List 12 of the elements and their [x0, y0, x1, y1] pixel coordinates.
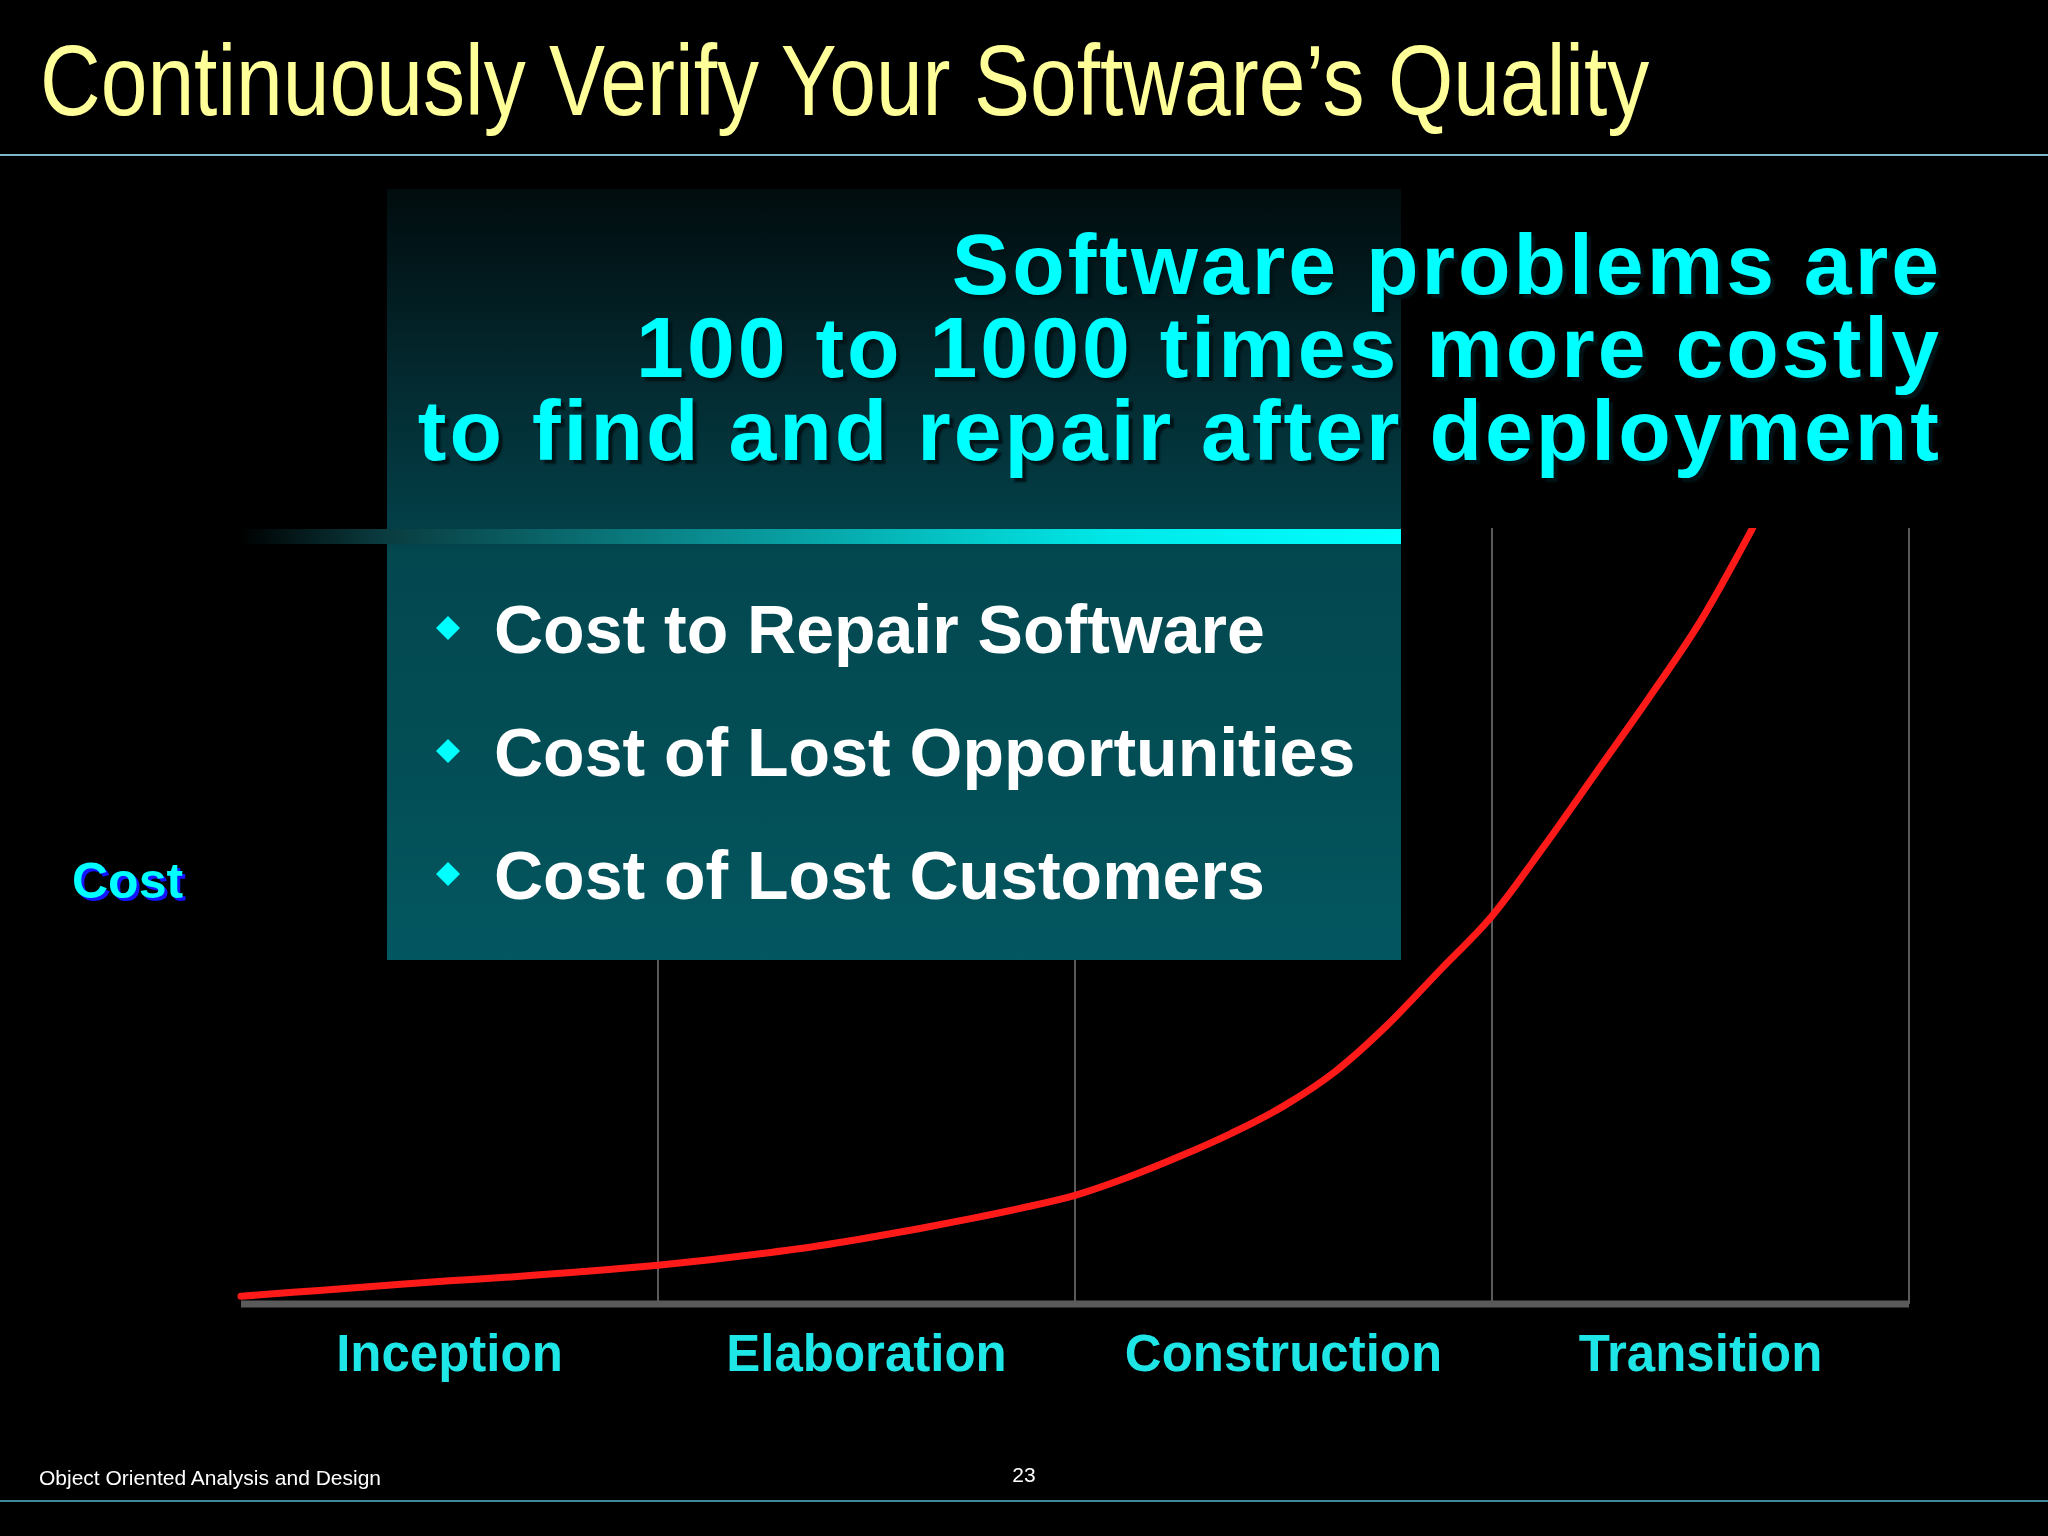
annotation: Cost of Lost Opportunities [494, 714, 1356, 790]
x-tick-label: Construction [1124, 1325, 1443, 1382]
chart-title: Continuously Verify Your Software’s Quality [40, 24, 1650, 136]
y-axis-title: Cost [72, 853, 184, 909]
text: Object Oriented Analysis and Design [39, 1466, 382, 1489]
x-tick-label: Inception [336, 1325, 563, 1382]
x-tick-label: Elaboration [726, 1325, 1007, 1382]
x-tick-label: Transition [1578, 1325, 1823, 1382]
annotation: Cost of Lost Customers [494, 837, 1265, 913]
text: Software problems are 100 to 1000 times more costly to find and repair after deployment [417, 216, 1942, 478]
annotation: Cost to Repair Software [494, 591, 1265, 667]
text: 23 [1012, 1463, 1036, 1486]
